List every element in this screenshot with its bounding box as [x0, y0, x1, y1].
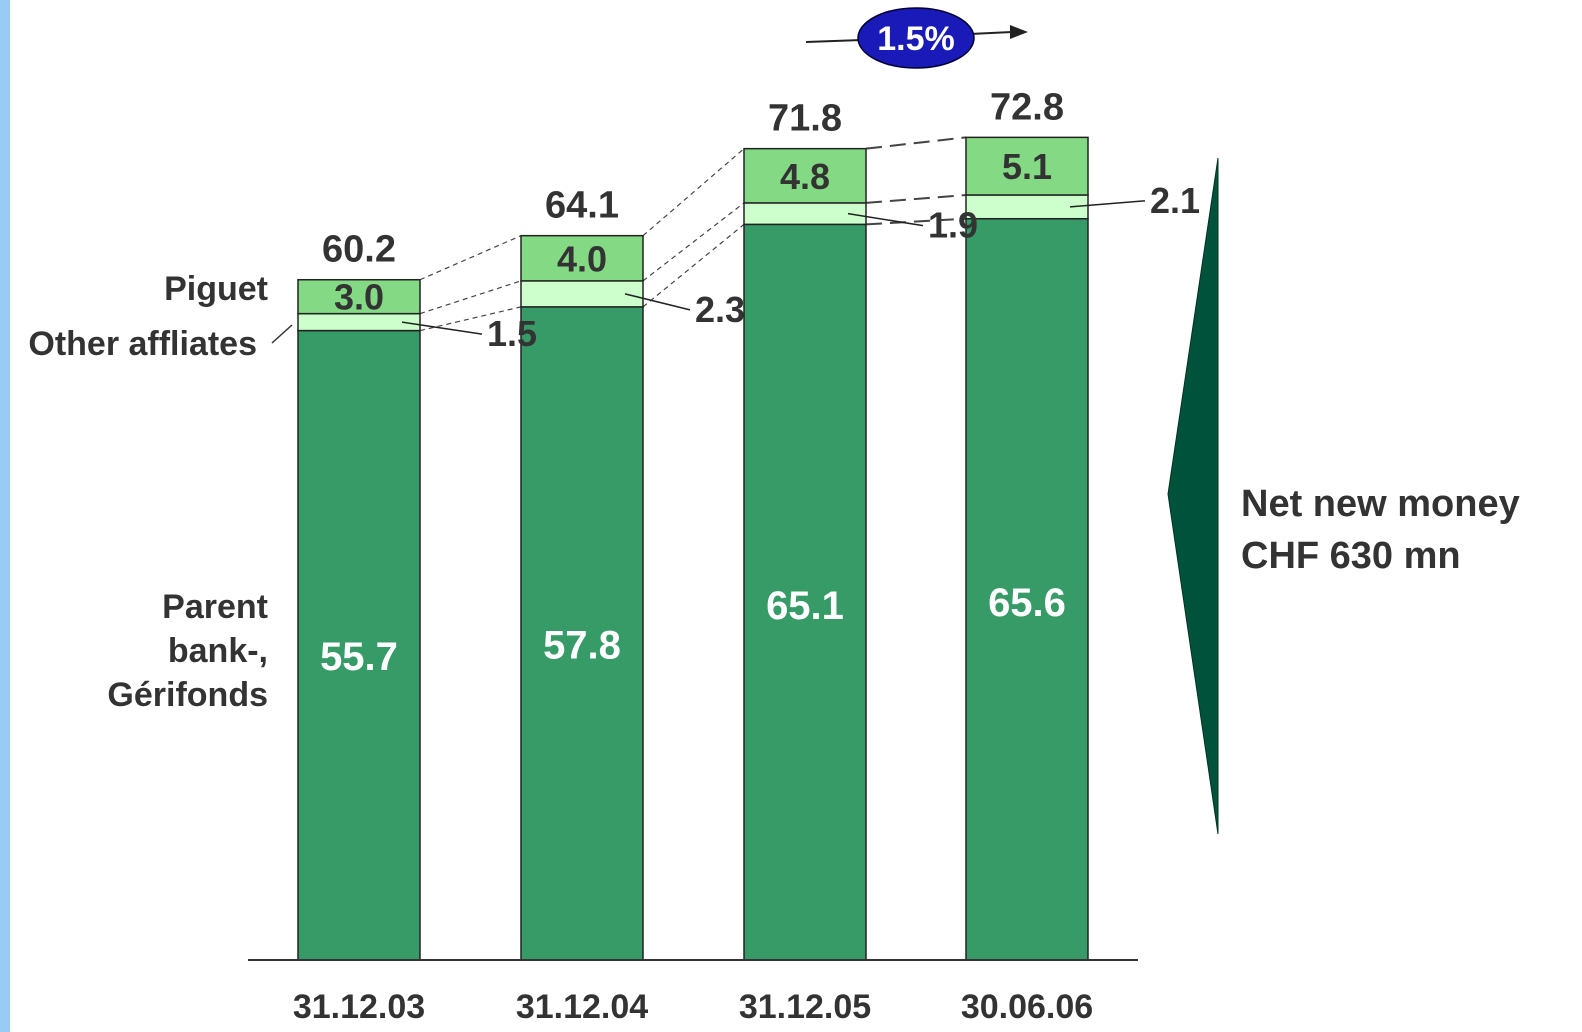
bar-piguet-0	[297, 278, 421, 315]
label-other-2: 1.9	[928, 205, 978, 246]
callout-line-other-2	[847, 212, 924, 227]
bar-piguet-2	[743, 147, 867, 204]
conn-piguet-2	[865, 136, 967, 150]
bars	[248, 136, 1138, 961]
bar-parent-0	[297, 329, 421, 961]
net-new-money-label-0: Net new money	[1241, 483, 1520, 525]
label-parent-1: 57.8	[543, 623, 621, 667]
label-piguet-3: 5.1	[1002, 146, 1052, 187]
series-label-other-pointer	[271, 324, 293, 344]
annotations: Piguet Other affliates Parent bank-, Gérifon…	[28, 7, 1520, 835]
conn-other-1	[642, 202, 745, 282]
bar-other-1	[520, 280, 644, 308]
bar-other-2	[743, 202, 867, 226]
label-total-2: 71.8	[768, 98, 842, 140]
series-label-other: Other affliates	[28, 325, 257, 363]
label-other-1: 2.3	[695, 289, 745, 330]
growth-arrow-icon	[1010, 25, 1028, 39]
bar-piguet-3	[965, 136, 1089, 196]
callout-line-other-1	[624, 293, 691, 311]
conn-other-2	[865, 193, 967, 204]
conn-other-0	[419, 280, 522, 315]
growth-badge-label: 1.5%	[877, 20, 955, 58]
growth-arrow-line	[969, 31, 1013, 35]
category-label-1: 31.12.04	[516, 988, 648, 1026]
label-parent-0: 55.7	[320, 635, 398, 679]
label-total-3: 72.8	[990, 86, 1064, 128]
series-label-parent-2: Gérifonds	[107, 676, 268, 714]
conn-piguet-1	[642, 148, 745, 237]
label-parent-3: 65.6	[988, 581, 1066, 625]
bar-other-3	[965, 194, 1089, 220]
label-parent-2: 65.1	[766, 584, 844, 628]
conn-parent-2	[865, 217, 967, 226]
label-piguet-2: 4.8	[780, 156, 830, 197]
label-total-1: 64.1	[545, 185, 619, 227]
growth-badge	[857, 7, 975, 69]
conn-piguet-0	[419, 235, 522, 281]
label-piguet-1: 4.0	[557, 238, 607, 279]
series-label-parent-0: Parent	[162, 588, 268, 626]
series-label-parent-1: bank-,	[168, 632, 268, 670]
net-new-money-arrow-icon	[1167, 157, 1219, 835]
callout-line-other-3	[1069, 200, 1146, 208]
bar-piguet-1	[520, 234, 644, 282]
label-other-0: 1.5	[487, 313, 537, 354]
category-label-3: 30.06.06	[961, 988, 1093, 1026]
callout-line-other-0	[401, 321, 483, 335]
growth-arrow-tail	[805, 39, 863, 43]
bar-parent-3	[965, 217, 1089, 961]
series-label-piguet: Piguet	[164, 270, 268, 308]
left-accent-stripe	[0, 0, 10, 1032]
label-total-0: 60.2	[322, 229, 396, 271]
net-new-money-label-1: CHF 630 mn	[1241, 535, 1461, 577]
label-other-3: 2.1	[1150, 180, 1200, 221]
category-label-2: 31.12.05	[739, 988, 871, 1026]
labels: 55.7 3.0 60.2 31.12.03 1.5 57.8 4.0 64.1 31.12.0…	[293, 86, 1200, 1026]
conn-parent-1	[642, 223, 745, 308]
label-piguet-0: 3.0	[334, 277, 384, 318]
category-label-0: 31.12.03	[293, 988, 425, 1026]
connector-lines	[419, 136, 967, 332]
